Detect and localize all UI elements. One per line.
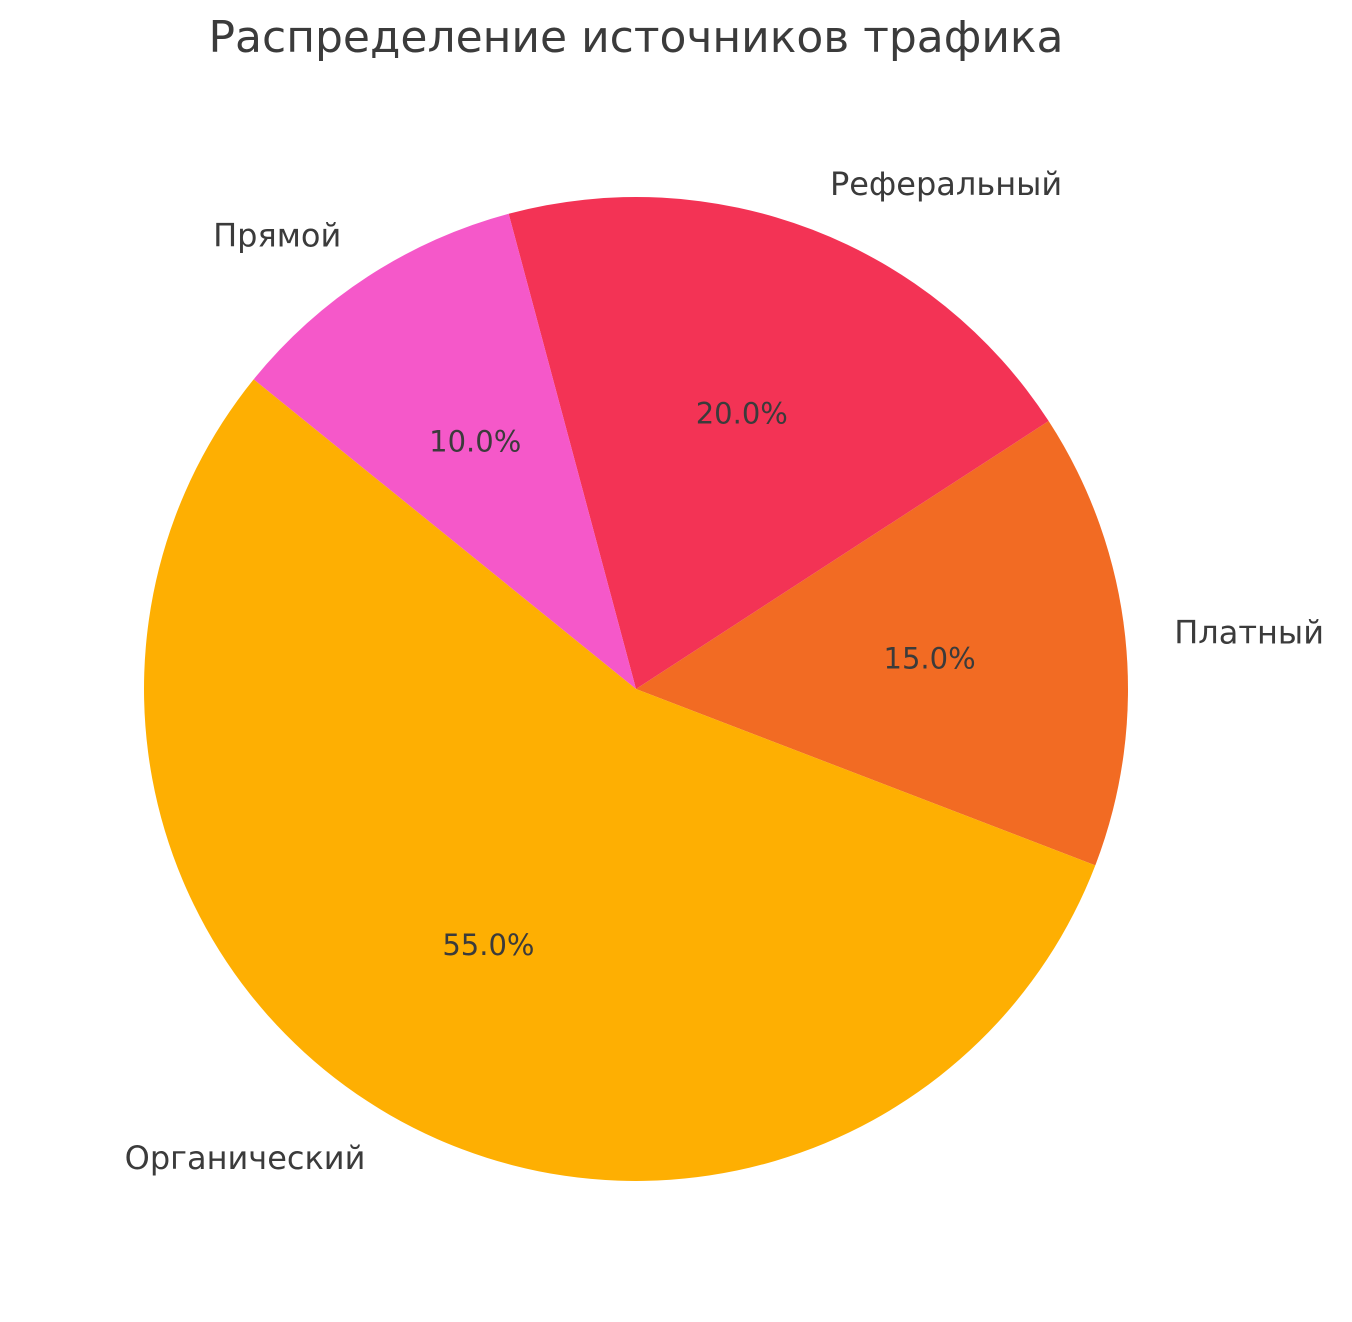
pie-pct-label-organic: 55.0% [442,928,534,962]
pie-pct-label-direct: 10.0% [429,425,521,459]
pie-slice-referral [508,196,1049,689]
pie-slice-paid [636,421,1129,866]
pie-slice-label-direct: Прямой [213,216,341,254]
pie-slice-label-paid: Платный [1174,614,1324,652]
pie-slice-label-referral: Реферальный [830,165,1062,203]
chart-title: Распределение источников трафика [208,12,1064,63]
pie-pct-label-referral: 20.0% [696,397,788,431]
pie-slice-label-organic: Органический [125,1139,366,1177]
pie-slice-organic [144,379,1096,1181]
pie-slice-direct [253,213,636,689]
pie-pct-label-paid: 15.0% [884,641,976,675]
